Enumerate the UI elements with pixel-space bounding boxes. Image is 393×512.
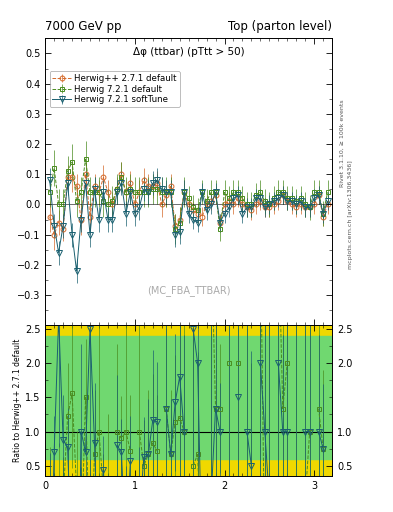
Text: Top (parton level): Top (parton level) xyxy=(228,20,332,33)
Legend: Herwig++ 2.7.1 default, Herwig 7.2.1 default, Herwig 7.2.1 softTune: Herwig++ 2.7.1 default, Herwig 7.2.1 def… xyxy=(50,71,180,107)
Text: (MC_FBA_TTBAR): (MC_FBA_TTBAR) xyxy=(147,285,230,296)
Text: mcplots.cern.ch [arXiv:1306.3436]: mcplots.cern.ch [arXiv:1306.3436] xyxy=(348,161,353,269)
Bar xyxy=(45,325,332,476)
Text: Δφ (ttbar) (pTtt > 50): Δφ (ttbar) (pTtt > 50) xyxy=(133,47,244,57)
Y-axis label: Ratio to Herwig++ 2.7.1 default: Ratio to Herwig++ 2.7.1 default xyxy=(13,339,22,462)
Bar xyxy=(45,335,332,459)
Text: Rivet 3.1.10, ≥ 100k events: Rivet 3.1.10, ≥ 100k events xyxy=(340,99,345,187)
Text: 7000 GeV pp: 7000 GeV pp xyxy=(45,20,122,33)
